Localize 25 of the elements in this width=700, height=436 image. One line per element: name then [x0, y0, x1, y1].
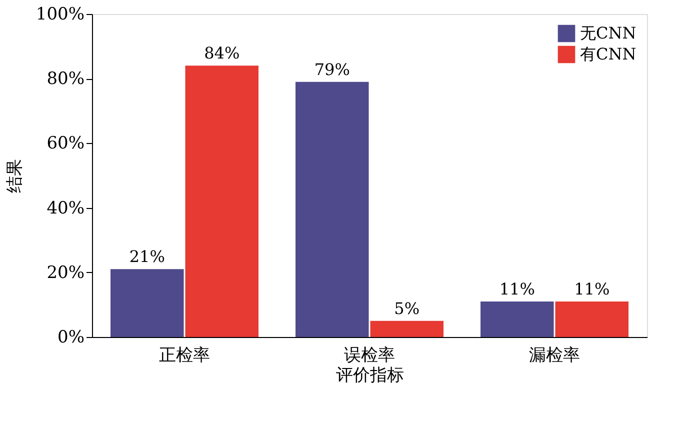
y-tick-label: 60%	[46, 134, 84, 154]
y-axis-title: 结果	[4, 159, 25, 193]
y-tick-label: 0%	[58, 328, 84, 348]
bar	[370, 320, 444, 337]
bar	[185, 66, 258, 337]
legend-label: 有CNN	[580, 44, 636, 64]
data-label: 84%	[204, 44, 240, 63]
bar	[110, 269, 184, 337]
y-tick-label: 100%	[36, 4, 84, 24]
y-tick-label: 80%	[46, 69, 84, 90]
data-label: 21%	[129, 247, 165, 266]
bar	[296, 82, 369, 337]
y-tick-label: 20%	[46, 262, 84, 283]
data-label: 5%	[394, 298, 420, 318]
data-label: 79%	[314, 60, 350, 79]
data-label: 11%	[499, 279, 535, 298]
x-tick-label: 正检率	[159, 346, 210, 366]
x-tick-label: 漏检率	[529, 346, 580, 366]
x-tick-label: 误检率	[344, 346, 395, 366]
legend-label: 无CNN	[580, 24, 636, 42]
bar	[480, 301, 554, 337]
x-axis-title: 评价指标	[336, 366, 404, 386]
bar	[555, 301, 628, 337]
y-tick-label: 40%	[46, 198, 84, 218]
data-label: 11%	[574, 279, 610, 298]
